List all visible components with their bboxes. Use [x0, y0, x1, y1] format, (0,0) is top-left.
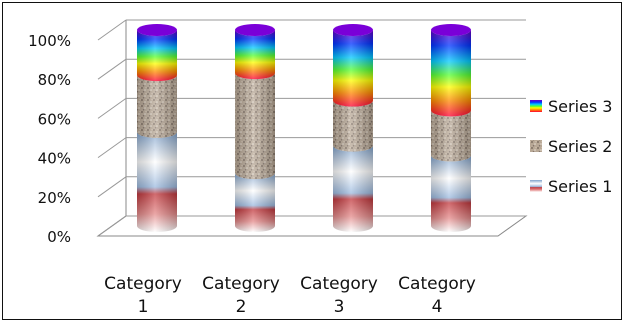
bar-segment-shade [431, 30, 471, 117]
bar-segment-shade [431, 110, 471, 162]
bar-top-cap [137, 24, 177, 36]
gridline-depth [97, 19, 127, 41]
gridline-depth [97, 97, 127, 119]
legend-swatch [530, 100, 542, 112]
y-tick-label: 40% [38, 150, 71, 168]
x-tick-label-line: Category [300, 274, 378, 294]
y-tick-label: 80% [38, 71, 71, 89]
bar-segment-shade [137, 30, 177, 82]
legend-swatch [530, 180, 542, 192]
x-tick-label-line: Category [202, 274, 280, 294]
x-tick-label: Category 3 [300, 274, 378, 317]
y-axis-ticks: 0% 20% 40% 60% 80% 100% [28, 32, 71, 246]
bar-segment-shade [235, 73, 275, 180]
gridline-depth [97, 58, 127, 80]
bar-top-cap [333, 24, 373, 36]
bar-segment [431, 24, 471, 117]
bar-segment-shade [137, 131, 177, 232]
bar-segment [333, 24, 373, 107]
bar-top-cap [235, 24, 275, 36]
bar-column [333, 24, 373, 232]
bar-segment [137, 131, 177, 232]
bar-segment-shade [235, 173, 275, 232]
x-tick-label-line: 2 [236, 297, 247, 317]
legend-label: Series 2 [548, 137, 612, 156]
gridline-depth [97, 215, 127, 237]
x-tick-label: Category 1 [104, 274, 182, 317]
x-tick-label-line: Category [104, 274, 182, 294]
y-tick-label: 0% [47, 228, 71, 246]
bar-column [137, 24, 177, 232]
bars [137, 24, 471, 232]
bar-top-cap [431, 24, 471, 36]
bar-column [235, 24, 275, 232]
bar-segment [235, 73, 275, 180]
x-tick-label-line: 4 [432, 297, 443, 317]
bar-segment-shade [333, 100, 373, 152]
x-tick-label-line: 3 [334, 297, 345, 317]
bar-segment [431, 155, 471, 232]
bar-segment-shade [333, 30, 373, 107]
bar-segment-shade [137, 75, 177, 138]
bar-segment [235, 24, 275, 80]
bar-segment [137, 75, 177, 138]
legend: Series 3 Series 2 Series 1 [530, 97, 612, 196]
bar-segment [137, 24, 177, 82]
legend-label: Series 3 [548, 97, 612, 116]
bar-segment-shade [431, 155, 471, 232]
x-tick-label: Category 2 [202, 274, 280, 317]
x-axis-labels: Category 1 Category 2 Category 3 Category 4 [104, 274, 476, 317]
y-tick-label: 60% [38, 110, 71, 128]
bar-segment [431, 110, 471, 162]
y-tick-label: 100% [28, 32, 71, 50]
gridline-depth [97, 137, 127, 159]
bar-column [431, 24, 471, 232]
back-wall-left-edge [97, 20, 127, 237]
bar-segment [333, 145, 373, 232]
bar-segment [333, 100, 373, 152]
legend-label: Series 1 [548, 177, 612, 196]
bar-segment-shade [235, 30, 275, 80]
grid [96, 19, 528, 237]
bar-segment [235, 173, 275, 232]
x-tick-label-line: Category [398, 274, 476, 294]
legend-swatch [530, 140, 542, 152]
x-tick-label: Category 4 [398, 274, 476, 317]
bar-segment-shade [333, 145, 373, 232]
chart-frame: 0% 20% 40% 60% 80% 100% Category 1 Category 2 Cat… [2, 2, 622, 320]
x-tick-label-line: 1 [138, 297, 149, 317]
y-tick-label: 20% [38, 189, 71, 207]
gridline-depth [97, 176, 127, 198]
